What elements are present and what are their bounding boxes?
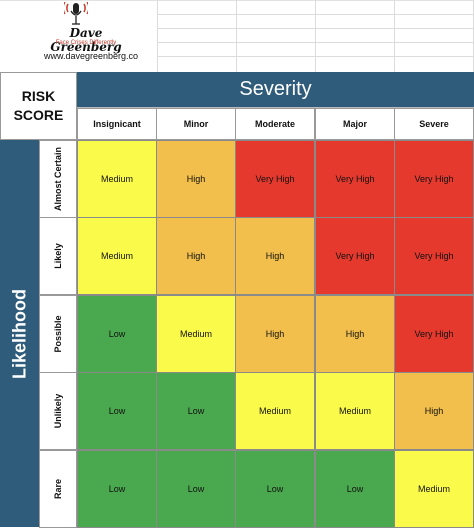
severity-column-header: Minor (156, 108, 236, 140)
likelihood-row-label: Rare (53, 478, 63, 500)
severity-header: Severity (77, 72, 474, 108)
likelihood-row-label: Likely (53, 243, 63, 269)
gridline-vertical (315, 0, 316, 72)
gridline-horizontal (157, 28, 474, 29)
likelihood-row-label: Possible (53, 315, 63, 353)
likelihood-row-header: Likely (39, 217, 77, 295)
gridline-horizontal (157, 42, 474, 43)
risk-cell[interactable]: Low (77, 372, 157, 450)
gridline-horizontal (157, 14, 474, 15)
logo-tagline: Face Crises Differently (55, 40, 117, 46)
severity-column-header: Insignicant (77, 108, 157, 140)
risk-cell[interactable]: Low (156, 372, 236, 450)
risk-cell[interactable]: Medium (315, 372, 395, 450)
website-link[interactable]: www.davegreenberg.co (44, 51, 139, 61)
risk-cell[interactable]: Low (77, 450, 157, 528)
likelihood-row-label: Unlikely (53, 393, 63, 429)
risk-cell[interactable]: Very High (315, 217, 395, 295)
likelihood-row-header: Almost Certain (39, 140, 77, 218)
risk-cell[interactable]: Low (235, 450, 315, 528)
risk-cell[interactable]: Low (77, 295, 157, 373)
risk-cell[interactable]: Very High (315, 140, 395, 218)
risk-cell[interactable]: Low (315, 450, 395, 528)
likelihood-row-header: Rare (39, 450, 77, 528)
likelihood-title: Likelihood (9, 288, 29, 379)
severity-column-header: Severe (394, 108, 474, 140)
risk-cell[interactable]: High (315, 295, 395, 373)
risk-cell[interactable]: High (156, 217, 236, 295)
microphone-icon (64, 2, 88, 25)
risk-cell[interactable]: High (156, 140, 236, 218)
gridline-vertical (394, 0, 395, 72)
gridline-horizontal (157, 56, 474, 57)
risk-score-label: RISK SCORE (0, 72, 77, 140)
gridline-vertical (157, 0, 158, 72)
logo-name: Dave Greenberg (50, 26, 122, 54)
likelihood-row-header: Possible (39, 295, 77, 373)
risk-cell[interactable]: High (394, 372, 474, 450)
risk-cell[interactable]: Medium (156, 295, 236, 373)
likelihood-header: Likelihood (0, 140, 39, 527)
severity-column-header: Major (315, 108, 395, 140)
dave-greenberg-logo: Dave Greenberg Face Crises Differently (36, 2, 136, 62)
risk-cell[interactable]: Very High (235, 140, 315, 218)
likelihood-row-label: Almost Certain (53, 146, 63, 212)
spreadsheet-background (0, 0, 474, 72)
risk-cell[interactable]: Medium (77, 140, 157, 218)
risk-cell[interactable]: Medium (77, 217, 157, 295)
risk-cell[interactable]: Medium (394, 450, 474, 528)
risk-cell[interactable]: High (235, 217, 315, 295)
risk-cell[interactable]: Very High (394, 140, 474, 218)
risk-cell[interactable]: Low (156, 450, 236, 528)
risk-cell[interactable]: Very High (394, 217, 474, 295)
risk-cell[interactable]: High (235, 295, 315, 373)
risk-cell[interactable]: Medium (235, 372, 315, 450)
risk-score-text: RISK SCORE (13, 88, 64, 123)
risk-cell[interactable]: Very High (394, 295, 474, 373)
severity-column-header: Moderate (235, 108, 315, 140)
likelihood-row-header: Unlikely (39, 372, 77, 450)
gridline-vertical (236, 0, 237, 72)
